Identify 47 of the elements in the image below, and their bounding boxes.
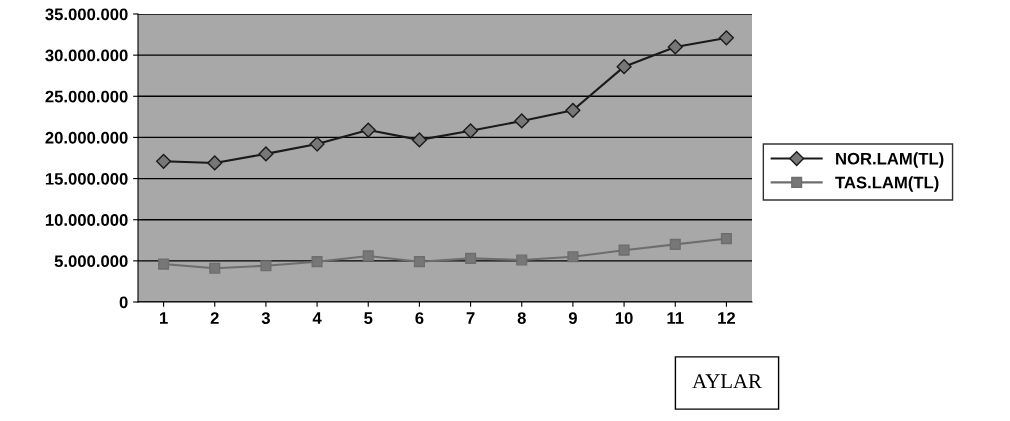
x-tick-label: 12 — [718, 312, 736, 324]
y-tick-label: 25.000.000 — [45, 90, 128, 103]
y-tick-label: 20.000.000 — [45, 131, 128, 144]
point — [616, 59, 632, 75]
point — [718, 30, 734, 46]
point — [360, 122, 376, 138]
point — [720, 233, 732, 245]
x-tick-label: 3 — [261, 312, 270, 324]
point — [156, 153, 172, 169]
point — [618, 244, 630, 256]
point — [260, 260, 272, 272]
point — [465, 252, 477, 264]
x-axis-title: AYLAR — [692, 374, 762, 389]
x-tick-label: 7 — [466, 312, 475, 324]
point — [309, 136, 325, 152]
point — [362, 250, 374, 262]
point — [411, 132, 427, 148]
x-tick-label: 4 — [312, 312, 322, 324]
x-tick-label: 6 — [415, 312, 424, 324]
y-tick-label: 10.000.000 — [45, 214, 128, 226]
y-tick-label: 15.000.000 — [45, 172, 128, 185]
x-tick-label: 8 — [517, 312, 526, 324]
legend-label: TAS.LAM(TL) — [835, 176, 939, 192]
x-tick-label: 1 — [160, 312, 168, 324]
legend-label: NOR.LAM(TL) — [836, 152, 944, 168]
x-tick-label: 10 — [615, 312, 633, 324]
point — [669, 238, 681, 250]
point — [463, 123, 479, 139]
point — [209, 262, 221, 274]
x-tick-label: 5 — [364, 312, 373, 324]
point — [158, 258, 170, 270]
y-tick-label: 5.000.000 — [54, 255, 128, 268]
point — [667, 39, 683, 55]
x-tick-label: 11 — [667, 312, 684, 324]
y-tick-label: 35.000.000 — [45, 8, 128, 21]
point — [565, 102, 581, 118]
point — [207, 155, 223, 171]
point — [258, 146, 274, 162]
point — [311, 256, 323, 268]
y-tick-label: 0 — [119, 296, 128, 309]
x-tick-label: 9 — [568, 312, 577, 324]
point — [516, 254, 528, 266]
y-tick-label: 30.000.000 — [45, 49, 128, 62]
point — [413, 256, 425, 268]
point — [514, 113, 530, 129]
x-tick-label: 2 — [210, 312, 219, 324]
point — [567, 251, 579, 263]
